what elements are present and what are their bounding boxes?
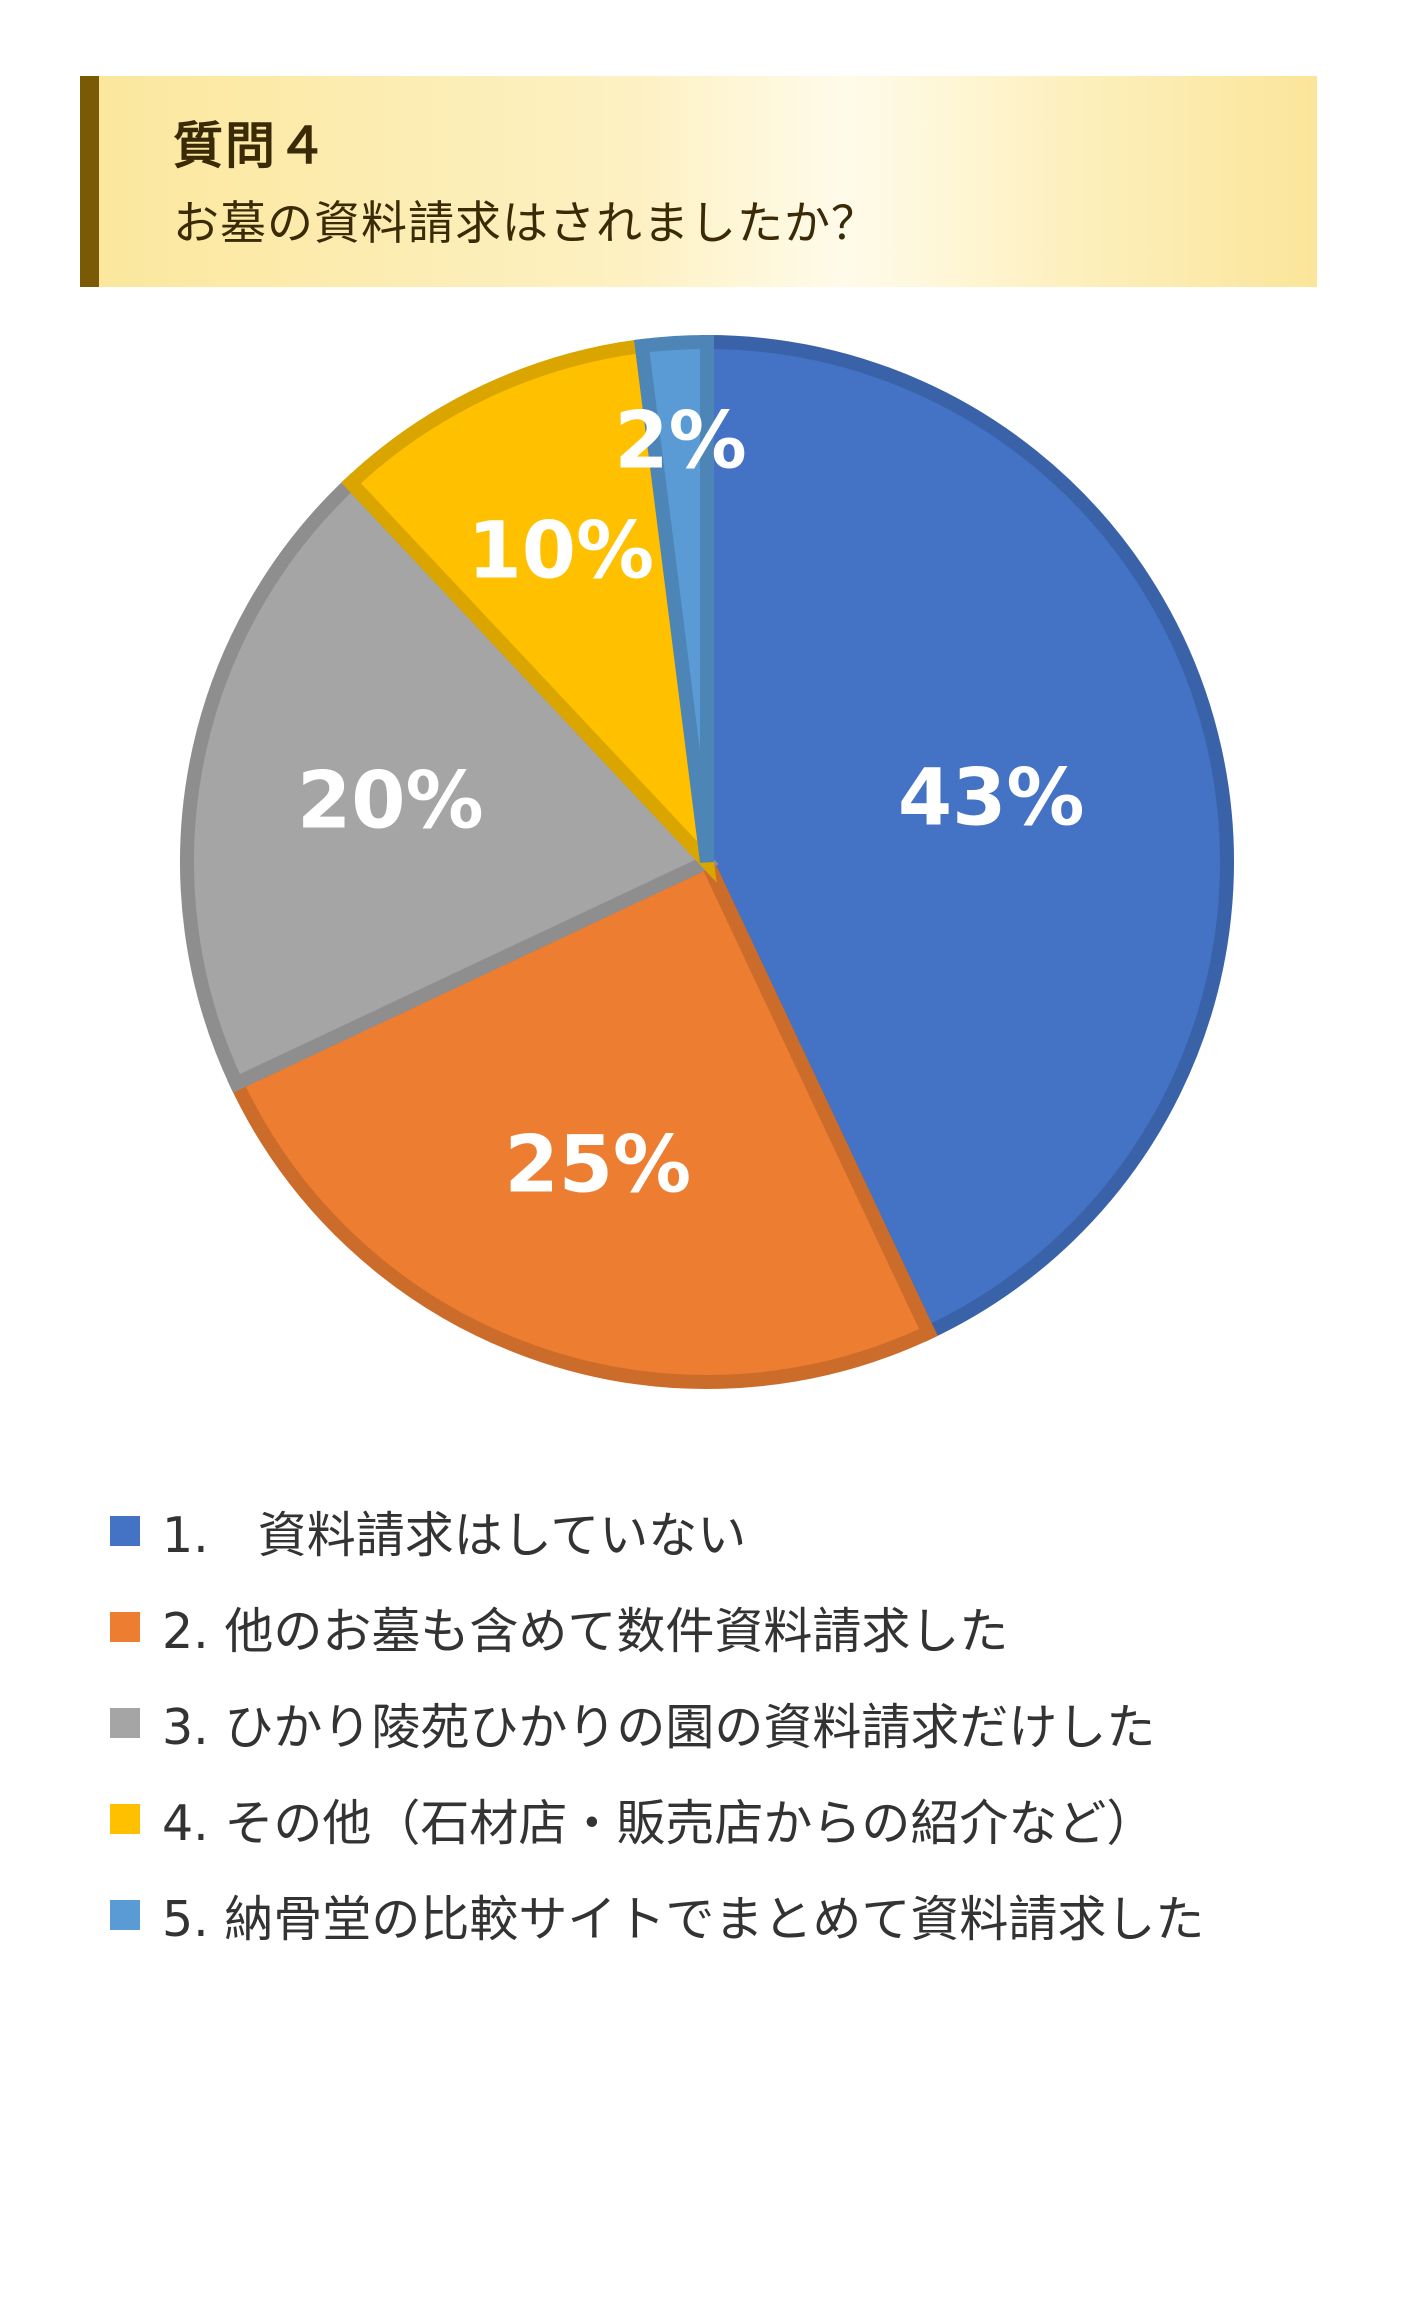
header-accent-bar (80, 76, 99, 287)
legend-swatch-1 (110, 1516, 140, 1546)
slice-label-2: 25% (504, 1120, 691, 1210)
legend-item-5: 5. 納骨堂の比較サイトでまとめて資料請求した (110, 1867, 1204, 1963)
legend-label-5: 5. 納骨堂の比較サイトでまとめて資料請求した (162, 1890, 1205, 1948)
slice-label-3: 20% (297, 757, 484, 847)
legend-item-2: 2. 他のお墓も含めて数件資料請求した (110, 1579, 1204, 1675)
legend-swatch-2 (110, 1612, 140, 1642)
legend-swatch-4 (110, 1804, 140, 1834)
legend-label-2: 2. 他のお墓も含めて数件資料請求した (162, 1602, 1009, 1660)
pie-slice-4 (341, 338, 717, 883)
legend-label-1: 1. 資料請求はしていない (162, 1506, 747, 1564)
legend-swatch-5 (110, 1900, 140, 1930)
pie-slice-3 (180, 473, 719, 1093)
legend-item-3: 3. ひかり陵苑ひかりの園の資料請求だけした (110, 1675, 1204, 1771)
legend-item-1: 1. 資料請求はしていない (110, 1483, 1204, 1579)
slice-label-4: 10% (468, 506, 655, 596)
question-header: 質問４ お墓の資料請求はされましたか？ (80, 76, 1317, 287)
legend-label-3: 3. ひかり陵苑ひかりの園の資料請求だけした (162, 1698, 1156, 1756)
question-number: 質問４ (173, 117, 329, 175)
slice-label-1: 43% (898, 753, 1085, 843)
chart-legend: 1. 資料請求はしていない 2. 他のお墓も含めて数件資料請求した 3. ひかり陵苑… (110, 1483, 1204, 1963)
legend-swatch-3 (110, 1708, 140, 1738)
legend-label-4: 4. その他（石材店・販売店からの紹介など） (162, 1794, 1156, 1852)
pie-slice-1 (700, 334, 1234, 1342)
legend-item-4: 4. その他（石材店・販売店からの紹介など） (110, 1771, 1204, 1867)
pie-slice-5 (634, 334, 714, 863)
question-text: お墓の資料請求はされましたか？ (173, 196, 878, 250)
pie-slice-2 (227, 852, 938, 1389)
pie-chart: 43% 25% 20% 10% 2% (180, 334, 1234, 1389)
slice-label-5: 2% (614, 397, 746, 487)
